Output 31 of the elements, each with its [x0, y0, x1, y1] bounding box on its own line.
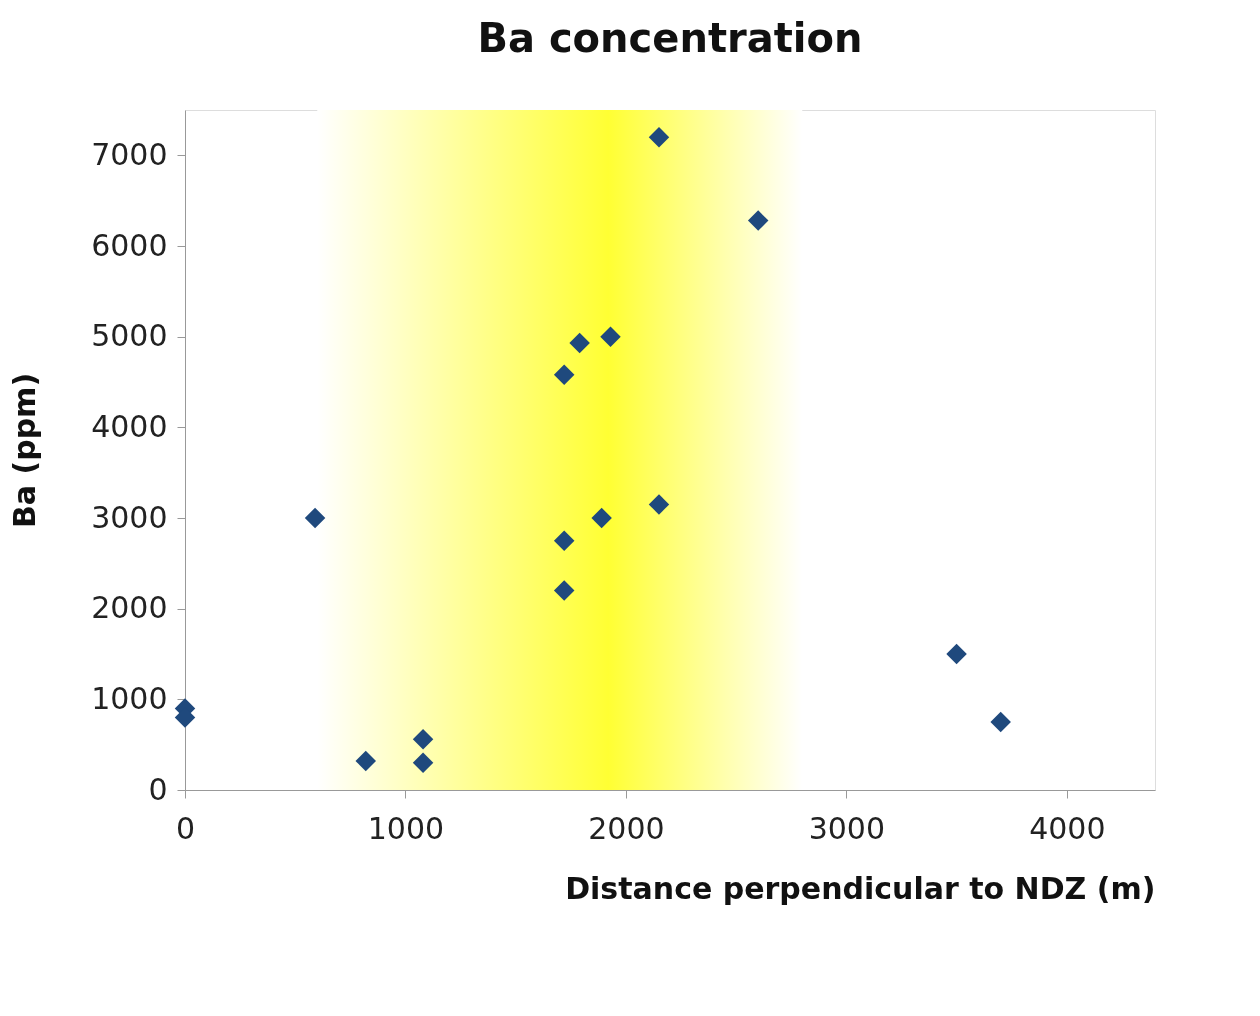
y-tick-label: 5000	[91, 318, 168, 354]
point	[648, 126, 670, 148]
chart-title: Ba concentration	[477, 15, 863, 61]
point	[412, 728, 434, 750]
x-tick-label: 2000	[588, 810, 665, 846]
point	[591, 507, 612, 529]
point	[600, 326, 621, 347]
y-tick-label: 0	[148, 771, 168, 807]
point	[569, 332, 590, 354]
point	[553, 364, 575, 385]
x-tick-label: 1000	[367, 810, 445, 846]
point	[553, 530, 575, 551]
point	[355, 750, 377, 772]
point	[648, 494, 670, 515]
y-tick-label: 3000	[91, 499, 168, 535]
x-tick-label: 0	[175, 810, 196, 846]
point	[304, 507, 326, 529]
x-tick-label: 3000	[808, 810, 886, 846]
y-tick-label: 7000	[91, 136, 168, 172]
point	[990, 711, 1011, 733]
x-tick-label: 4000	[1029, 810, 1106, 846]
point	[412, 752, 434, 774]
point	[553, 580, 575, 601]
y-tick-label: 2000	[91, 590, 168, 626]
point	[747, 210, 769, 231]
x-axis-title: Distance perpendicular to NDZ (m)	[565, 870, 1156, 906]
y-axis-title: Ba (ppm)	[7, 372, 43, 529]
y-tick-label: 4000	[91, 408, 168, 444]
point	[946, 643, 967, 665]
y-tick-label: 1000	[91, 680, 168, 716]
y-tick-label: 6000	[91, 227, 168, 263]
